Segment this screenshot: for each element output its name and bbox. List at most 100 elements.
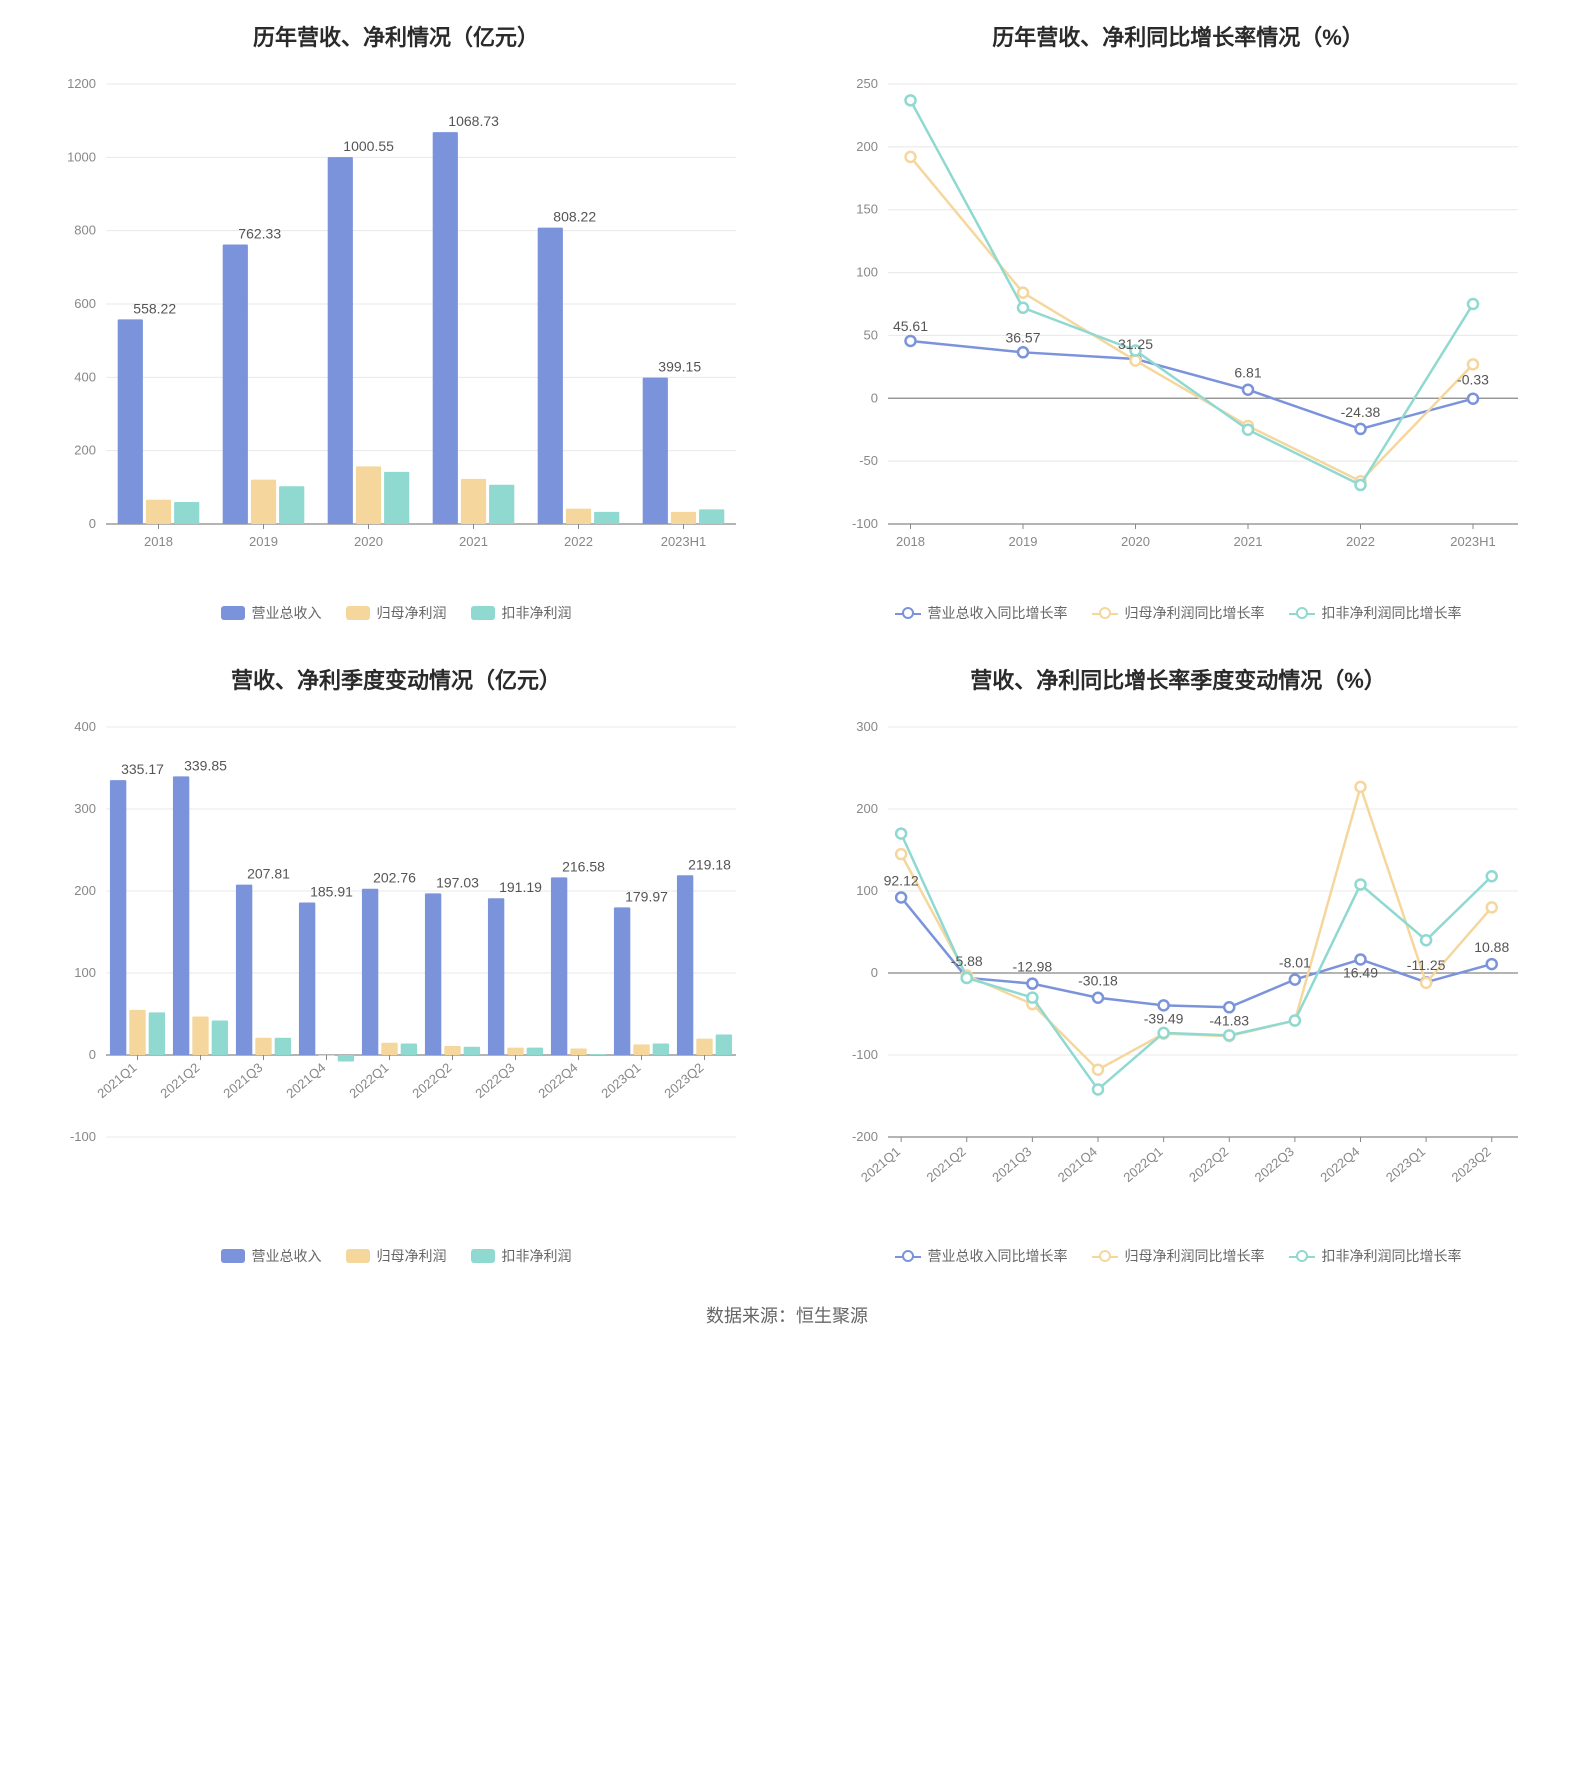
svg-text:2022Q1: 2022Q1 xyxy=(346,1060,391,1101)
legend-swatch-icon xyxy=(346,1249,370,1263)
legend-item-netprofit[interactable]: 归母净利润 xyxy=(346,603,447,623)
svg-text:-50: -50 xyxy=(859,453,878,468)
svg-text:762.33: 762.33 xyxy=(238,225,281,241)
svg-text:-24.38: -24.38 xyxy=(1341,404,1381,420)
legend-item-revenue[interactable]: 营业总收入同比增长率 xyxy=(895,1246,1068,1266)
legend-item-netprofit[interactable]: 归母净利润 xyxy=(346,1246,447,1266)
legend-label: 扣非净利润同比增长率 xyxy=(1322,603,1462,623)
svg-text:2021Q4: 2021Q4 xyxy=(1055,1144,1100,1185)
svg-text:400: 400 xyxy=(74,719,96,734)
svg-text:100: 100 xyxy=(74,965,96,980)
svg-text:1000: 1000 xyxy=(67,149,96,164)
svg-text:-0.33: -0.33 xyxy=(1457,372,1489,388)
svg-text:16.49: 16.49 xyxy=(1343,964,1378,980)
legend-item-revenue[interactable]: 营业总收入 xyxy=(221,1246,322,1266)
svg-text:250: 250 xyxy=(856,76,878,91)
legend-label: 扣非净利润同比增长率 xyxy=(1322,1246,1462,1266)
legend-item-revenue[interactable]: 营业总收入同比增长率 xyxy=(895,603,1068,623)
chart3-legend: 营业总收入 归母净利润 扣非净利润 xyxy=(211,1246,582,1266)
svg-text:207.81: 207.81 xyxy=(247,866,290,882)
svg-text:2020: 2020 xyxy=(354,534,383,549)
svg-text:-100: -100 xyxy=(70,1129,96,1144)
legend-item-netprofit[interactable]: 归母净利润同比增长率 xyxy=(1092,603,1265,623)
chart2-legend: 营业总收入同比增长率 归母净利润同比增长率 扣非净利润同比增长率 xyxy=(885,603,1472,623)
svg-text:179.97: 179.97 xyxy=(625,888,668,904)
charts-grid: 历年营收、净利情况（亿元） 02004006008001000120020182… xyxy=(20,20,1554,1266)
svg-text:2023Q1: 2023Q1 xyxy=(1383,1144,1428,1185)
svg-text:-30.18: -30.18 xyxy=(1078,973,1118,989)
legend-swatch-icon xyxy=(471,606,495,620)
svg-text:2023Q2: 2023Q2 xyxy=(661,1060,706,1101)
legend-swatch-icon xyxy=(221,1249,245,1263)
legend-swatch-icon xyxy=(221,606,245,620)
svg-text:-100: -100 xyxy=(852,1047,878,1062)
legend-item-dedprofit[interactable]: 扣非净利润 xyxy=(471,603,572,623)
svg-text:558.22: 558.22 xyxy=(133,300,176,316)
svg-text:200: 200 xyxy=(74,443,96,458)
svg-text:2023Q1: 2023Q1 xyxy=(598,1060,643,1101)
svg-text:31.25: 31.25 xyxy=(1118,336,1153,352)
panel-annual-growth: 历年营收、净利同比增长率情况（%） -100-50050100150200250… xyxy=(802,20,1554,623)
svg-text:-41.83: -41.83 xyxy=(1209,1012,1249,1028)
svg-text:50: 50 xyxy=(864,327,878,342)
svg-text:2022Q2: 2022Q2 xyxy=(409,1060,454,1101)
chart4-title: 营收、净利同比增长率季度变动情况（%） xyxy=(970,663,1386,695)
svg-text:2018: 2018 xyxy=(896,534,925,549)
svg-text:2022: 2022 xyxy=(1346,534,1375,549)
chart1-area: 0200400600800100012002018201920202021202… xyxy=(36,64,756,589)
legend-item-revenue[interactable]: 营业总收入 xyxy=(221,603,322,623)
chart-svg: -200-10001002003002021Q12021Q22021Q32021… xyxy=(818,707,1538,1227)
svg-text:197.03: 197.03 xyxy=(436,874,479,890)
svg-text:2021Q1: 2021Q1 xyxy=(858,1144,903,1185)
chart2-area: -100-50050100150200250201820192020202120… xyxy=(818,64,1538,589)
chart1-legend: 营业总收入 归母净利润 扣非净利润 xyxy=(211,603,582,623)
svg-text:2021Q3: 2021Q3 xyxy=(989,1144,1034,1185)
svg-text:-200: -200 xyxy=(852,1129,878,1144)
legend-item-dedprofit[interactable]: 扣非净利润 xyxy=(471,1246,572,1266)
svg-text:36.57: 36.57 xyxy=(1005,329,1040,345)
svg-text:2022Q4: 2022Q4 xyxy=(535,1060,580,1101)
svg-text:300: 300 xyxy=(74,801,96,816)
svg-text:2021Q1: 2021Q1 xyxy=(94,1060,139,1101)
data-source-label: 数据来源：恒生聚源 xyxy=(20,1302,1554,1328)
legend-swatch-icon xyxy=(471,1249,495,1263)
chart4-area: -200-10001002003002021Q12021Q22021Q32021… xyxy=(818,707,1538,1232)
legend-label: 扣非净利润 xyxy=(502,1246,572,1266)
legend-item-netprofit[interactable]: 归母净利润同比增长率 xyxy=(1092,1246,1265,1266)
svg-text:6.81: 6.81 xyxy=(1234,365,1261,381)
legend-label: 归母净利润同比增长率 xyxy=(1125,1246,1265,1266)
svg-text:2022: 2022 xyxy=(564,534,593,549)
svg-text:-5.88: -5.88 xyxy=(951,953,983,969)
svg-text:2022Q4: 2022Q4 xyxy=(1317,1144,1362,1185)
svg-text:-8.01: -8.01 xyxy=(1279,955,1311,971)
legend-label: 营业总收入 xyxy=(252,603,322,623)
svg-text:100: 100 xyxy=(856,883,878,898)
svg-text:-12.98: -12.98 xyxy=(1013,959,1053,975)
svg-text:2023H1: 2023H1 xyxy=(1450,534,1496,549)
svg-text:0: 0 xyxy=(89,1047,96,1062)
legend-swatch-icon xyxy=(1289,1250,1315,1262)
legend-label: 营业总收入同比增长率 xyxy=(928,1246,1068,1266)
svg-text:219.18: 219.18 xyxy=(688,856,731,872)
legend-swatch-icon xyxy=(1092,1250,1118,1262)
legend-swatch-icon xyxy=(1289,607,1315,619)
svg-text:600: 600 xyxy=(74,296,96,311)
legend-swatch-icon xyxy=(895,607,921,619)
legend-item-dedprofit[interactable]: 扣非净利润同比增长率 xyxy=(1289,1246,1462,1266)
svg-text:339.85: 339.85 xyxy=(184,757,227,773)
svg-text:808.22: 808.22 xyxy=(553,209,596,225)
legend-item-dedprofit[interactable]: 扣非净利润同比增长率 xyxy=(1289,603,1462,623)
chart1-title: 历年营收、净利情况（亿元） xyxy=(253,20,539,52)
svg-text:300: 300 xyxy=(856,719,878,734)
svg-text:2021Q3: 2021Q3 xyxy=(220,1060,265,1101)
legend-swatch-icon xyxy=(346,606,370,620)
svg-text:202.76: 202.76 xyxy=(373,870,416,886)
svg-text:200: 200 xyxy=(74,883,96,898)
svg-text:335.17: 335.17 xyxy=(121,761,164,777)
svg-text:2019: 2019 xyxy=(249,534,278,549)
panel-annual-revenue: 历年营收、净利情况（亿元） 02004006008001000120020182… xyxy=(20,20,772,623)
legend-label: 归母净利润同比增长率 xyxy=(1125,603,1265,623)
svg-text:2022Q3: 2022Q3 xyxy=(1252,1144,1297,1185)
svg-text:-100: -100 xyxy=(852,516,878,531)
svg-text:1200: 1200 xyxy=(67,76,96,91)
